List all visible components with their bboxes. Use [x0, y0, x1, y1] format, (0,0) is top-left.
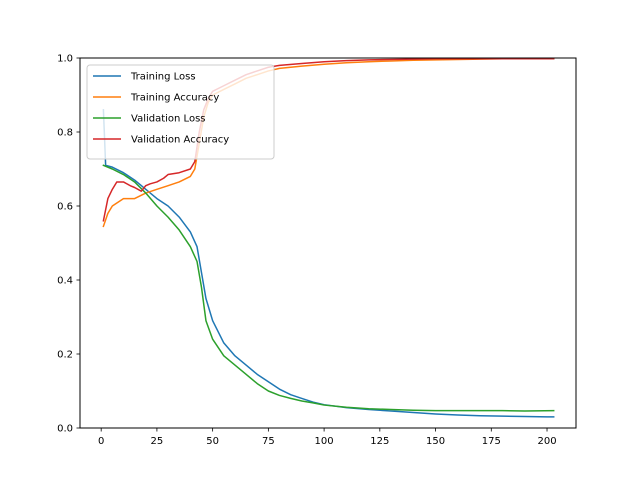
x-tick-label: 150: [426, 436, 445, 447]
x-tick-label: 25: [151, 436, 164, 447]
x-axis-ticks: 0 25 50 75 100 125 150 175 200: [98, 428, 557, 447]
series-line-0: [102, 109, 555, 418]
x-tick-label: 100: [315, 436, 334, 447]
x-tick-label: 50: [206, 436, 219, 447]
x-tick-label: 200: [537, 436, 556, 447]
y-axis-ticks: 0.0 0.2 0.4 0.6 0.8 1.0: [57, 54, 80, 435]
y-tick-label: 0.4: [57, 276, 73, 287]
legend-box: [86, 64, 275, 160]
plot-frame: [79, 57, 577, 429]
y-tick-label: 0.8: [57, 128, 73, 139]
legend: Training Loss Training Accuracy Validation…: [86, 64, 275, 160]
series-line-2: [102, 164, 555, 412]
x-tick-label: 75: [262, 436, 275, 447]
x-tick-label: 0: [98, 436, 104, 447]
x-tick-label: 125: [370, 436, 389, 447]
legend-label: Training Loss: [130, 72, 196, 83]
y-tick-label: 1.0: [57, 54, 73, 65]
legend-label: Training Accuracy: [130, 93, 219, 104]
legend-label: Validation Accuracy: [131, 135, 229, 146]
legend-label: Validation Loss: [131, 114, 206, 125]
y-tick-label: 0.2: [57, 350, 73, 361]
y-tick-label: 0.0: [57, 424, 73, 435]
x-tick-label: 175: [482, 436, 501, 447]
y-tick-label: 0.6: [57, 202, 73, 213]
